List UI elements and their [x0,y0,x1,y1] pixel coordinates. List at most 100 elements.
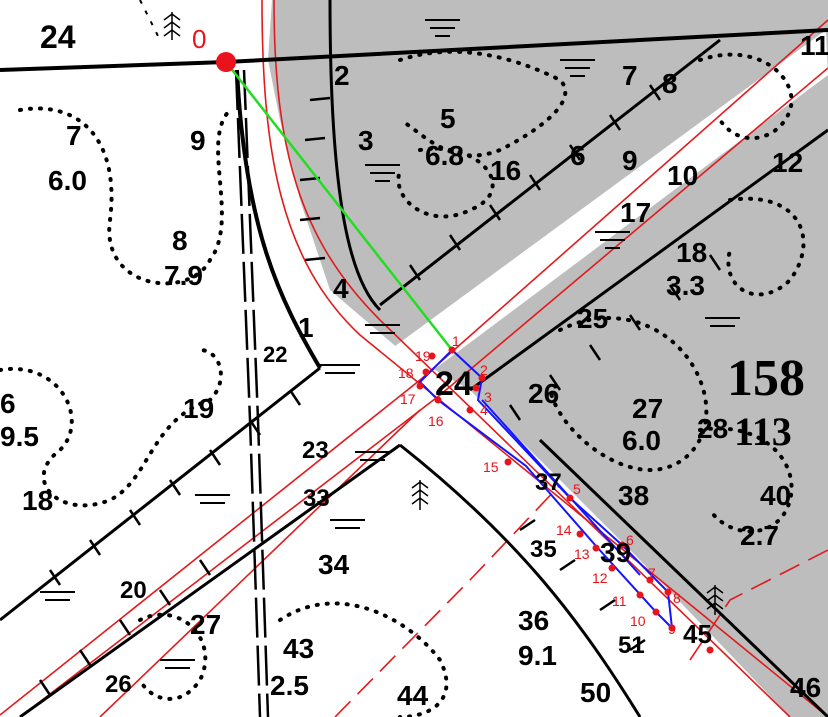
dotted-contours [0,49,806,717]
compartment-label-9-left: 9 [190,125,206,156]
survey-point-label-4: 4 [480,402,488,418]
compartment-label-40: 40 [760,480,791,511]
plot-inner-line [481,399,641,576]
compartment-label-10: 10 [667,160,698,191]
survey-point-label-9: 9 [668,621,676,637]
survey-point-end [706,646,714,654]
marsh-hatch-icon [40,19,740,669]
survey-point-17 [416,382,424,390]
compartment-label-8-sub: 7.9 [164,260,203,291]
compartment-label-23: 23 [302,437,329,464]
compartment-label-27: 27 [632,393,663,424]
quarter-label-113: 113 [734,409,792,454]
road-band-northeast [376,30,828,380]
survey-point-label-18: 18 [398,365,414,381]
bearing-line [225,61,453,351]
survey-point-7 [646,576,654,584]
survey-point-label-12: 12 [592,570,608,586]
compartment-label-5: 5 [440,103,456,134]
start-point-label: 0 [192,24,206,54]
compartment-label-17: 17 [620,197,651,228]
compartment-label-22: 22 [263,342,287,367]
compartment-label-51: 51 [618,632,645,659]
compartment-label-20: 20 [120,577,147,604]
survey-points [416,346,714,654]
compartment-label-26: 26 [528,378,559,409]
survey-point-label-5: 5 [573,481,581,497]
survey-point-label-3: 3 [484,389,492,405]
compartment-label-16: 16 [490,155,521,186]
survey-point-19 [428,352,436,360]
survey-point-15 [504,458,512,466]
compartment-label-8-right: 8 [662,68,678,99]
compartment-label-35: 35 [530,536,557,563]
survey-point-12 [608,564,616,572]
compartment-label-18-left: 18 [22,485,53,516]
compartment-label-34: 34 [318,549,350,580]
survey-point-3 [472,384,480,392]
conifer-tree-icon [163,12,724,615]
compartment-label-7: 7 [66,120,82,151]
compartment-label-24a: 24 [40,19,76,55]
compartment-label-6-left-sub: 9.5 [0,421,39,452]
survey-point-2 [478,374,486,382]
survey-point-label-16: 16 [428,413,444,429]
compartment-label-3: 3 [358,125,374,156]
survey-point-13 [592,544,600,552]
survey-point-11 [636,591,644,599]
survey-point-14 [576,530,584,538]
compartment-label-27-sub: 6.0 [622,425,661,456]
compartment-label-5-sub: 6.8 [425,140,464,171]
compartment-label-45: 45 [683,619,712,649]
compartment-label-4: 4 [333,273,349,304]
compartment-label-46: 46 [790,672,821,703]
compartment-label-50: 50 [580,677,611,708]
survey-point-label-13: 13 [574,546,590,562]
survey-point-4 [466,406,474,414]
survey-point-label-1: 1 [452,333,460,349]
compartment-label-27-low: 27 [190,609,221,640]
compartment-label-37: 37 [535,469,562,496]
survey-point-label-19: 19 [415,348,431,364]
survey-point-5 [566,494,574,502]
compartment-label-7-right: 7 [622,60,638,91]
survey-point-8 [664,588,672,596]
survey-point-label-14: 14 [556,522,572,538]
survey-point-label-2: 2 [480,362,488,378]
compartment-label-9-right: 9 [622,145,638,176]
compartment-label-43-sub: 2.5 [270,670,309,701]
compartment-label-19: 19 [183,393,214,424]
survey-point-label-8: 8 [673,590,681,606]
survey-point-10 [652,608,660,616]
compartment-label-18-sub: 3.3 [666,270,705,301]
survey-point-1 [448,346,456,354]
compartment-label-1: 1 [298,312,314,343]
compartment-label-12: 12 [772,147,803,178]
compartment-label-11: 11 [800,30,828,61]
compartment-label-6: 6 [570,140,586,171]
compartment-label-2: 2 [334,60,350,91]
compartment-label-33: 33 [303,485,330,512]
compartment-label-40-sub: 2.7 [740,520,779,551]
survey-point-label-11: 11 [612,593,627,609]
compartment-label-25: 25 [577,303,608,334]
compartment-label-36-sub: 9.1 [518,640,557,671]
start-point-marker [216,52,236,72]
compartment-label-18: 18 [676,237,707,268]
compartment-label-28: 28 [697,413,728,444]
compartment-label-7-sub: 6.0 [48,165,87,196]
survey-point-label-17: 17 [400,391,416,407]
compartment-label-43: 43 [283,633,314,664]
survey-point-6 [618,541,626,549]
compartment-label-38: 38 [618,480,649,511]
survey-point-label-15: 15 [483,459,499,475]
boundary-tick-marks [38,84,722,696]
survey-point-18 [422,368,430,376]
survey-point-9 [668,624,676,632]
compartment-label-6-left: 6 [0,388,16,419]
